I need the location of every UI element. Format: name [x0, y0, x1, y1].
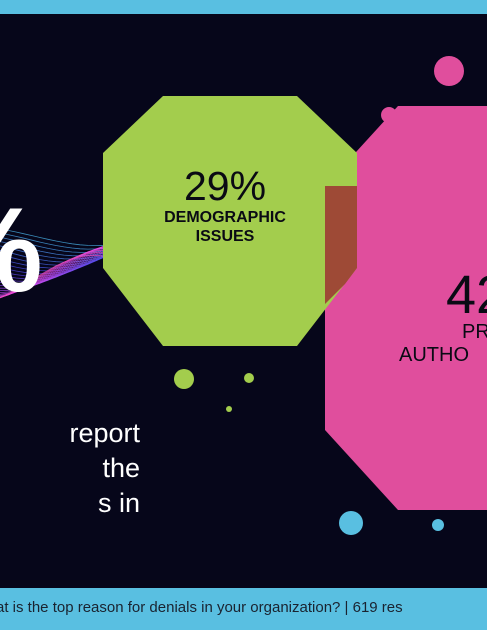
- headline-percent: %: [0, 190, 43, 310]
- infographic-graphics: [0, 56, 487, 535]
- description-line-3: s in: [97, 488, 140, 518]
- description-line-2: the: [102, 453, 140, 483]
- hexagon-demographic-issues: [103, 96, 357, 346]
- hexagon-prior-authorization: [325, 106, 487, 510]
- stat-prior-auth-label-line-2: AUTHO: [399, 344, 469, 366]
- decor-dot-pink-large: [434, 56, 464, 86]
- stat-prior-auth-label-line-1: PR: [462, 321, 487, 343]
- decor-dot-blue-large: [339, 511, 363, 535]
- stat-demographic-issues: 29% DEMOGRAPHIC ISSUES: [140, 164, 310, 246]
- infographic-panel: % report the s in 29% DEMOGRAPHIC ISSUES…: [0, 14, 487, 588]
- stat-demographic-percent: 29%: [183, 163, 267, 209]
- decor-dot-green-large: [174, 369, 194, 389]
- stat-prior-authorization: 42 PR AUTHO: [388, 265, 487, 367]
- headline-description: report the s in: [0, 416, 140, 521]
- stat-demographic-label-line-1: DEMOGRAPHIC: [164, 209, 286, 226]
- decor-dot-green-tiny: [226, 406, 232, 412]
- stat-prior-auth-percent: 42: [446, 265, 487, 325]
- survey-footer-bar: at is the top reason for denials in your…: [0, 588, 487, 630]
- decor-dot-blue-small: [432, 519, 444, 531]
- survey-question-text: at is the top reason for denials in your…: [0, 599, 403, 616]
- description-line-1: report: [69, 418, 140, 448]
- decor-dot-green-small: [244, 373, 254, 383]
- stat-demographic-label-line-2: ISSUES: [195, 228, 255, 245]
- decor-dot-pink-small: [381, 107, 397, 123]
- hexagon-overlap: [325, 186, 357, 304]
- top-border-strip: [0, 0, 487, 14]
